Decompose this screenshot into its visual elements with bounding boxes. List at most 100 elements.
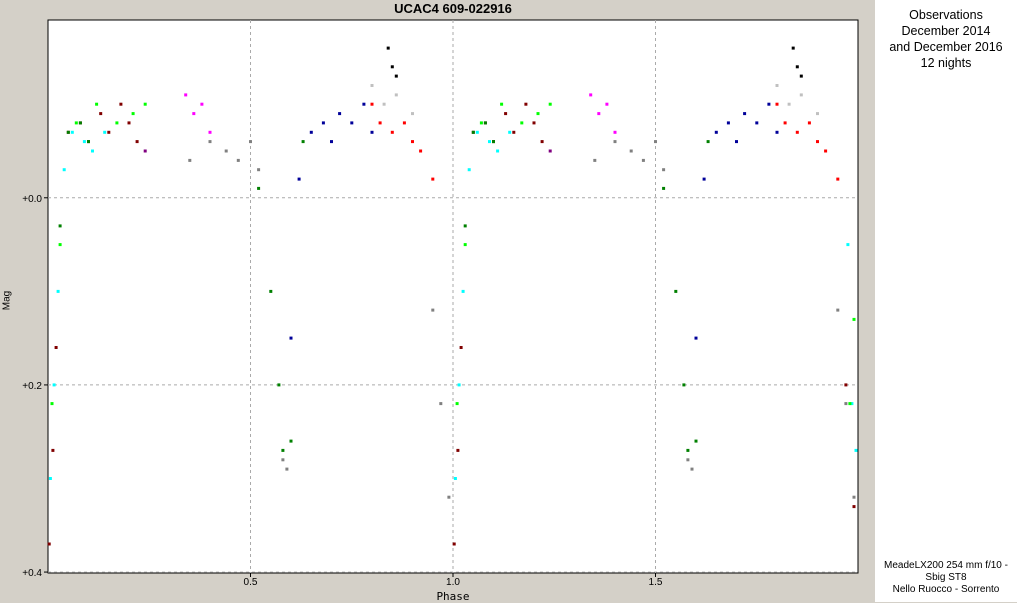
data-point [402,121,406,125]
info-line: 12 nights [920,56,972,70]
data-point [289,336,293,340]
y-axis-label: Mag [1,290,13,311]
data-point [500,102,504,106]
data-point [453,477,457,480]
data-point [289,439,293,443]
data-point [536,112,540,116]
data-point [852,317,856,321]
data-point [455,402,459,406]
credit-line: Sbig ST8 [925,572,967,583]
data-point [269,289,273,293]
data-point [836,308,840,312]
data-point [192,112,196,116]
data-point [540,140,544,144]
data-point [54,346,58,349]
data-point [483,121,487,125]
data-point [338,112,342,116]
data-point [456,448,460,452]
data-point [844,383,848,387]
data-point [795,130,799,134]
data-point [457,383,461,387]
data-point [816,112,819,116]
x-tick-label: 1.0 [446,577,460,588]
data-point [208,130,212,134]
data-point [791,46,795,50]
data-point [200,102,204,106]
data-point [844,402,848,406]
data-point [236,158,240,162]
data-point [850,402,854,406]
data-point [589,93,593,97]
data-point [532,121,536,125]
data-point [58,224,62,228]
data-point [439,402,443,406]
y-tick-label: +0.0 [22,194,42,205]
data-point [726,121,730,125]
data-point [694,336,698,340]
data-point [390,65,394,69]
data-point [143,102,147,106]
data-point [662,168,666,172]
data-point [394,93,398,97]
data-point [127,121,131,125]
x-axis-label: Phase [436,590,470,603]
info-line: December 2014 [901,24,991,38]
data-point [257,186,261,190]
observation-notes: Observations December 2014 and December … [875,7,1017,71]
data-point [411,112,414,116]
data-point [686,458,690,462]
data-point [107,130,111,134]
data-point [824,149,828,153]
data-point [99,112,103,116]
data-point [854,448,858,452]
data-point [799,93,803,97]
data-point [135,140,139,144]
data-point [799,74,803,78]
data-point [593,158,597,162]
data-point [512,130,516,134]
data-point [362,102,366,106]
data-point [58,243,62,247]
data-point [281,448,285,452]
data-point [504,112,508,116]
data-point [852,495,856,499]
data-point [690,467,694,471]
data-point [662,186,666,190]
data-point [103,130,107,134]
data-point [714,130,718,134]
data-point [382,102,386,106]
data-point [224,149,228,153]
data-point [390,130,394,134]
data-point [641,158,645,162]
data-point [452,542,456,546]
data-point [91,149,94,153]
data-point [463,243,467,247]
data-point [775,130,779,134]
data-point [508,130,512,134]
data-point [431,177,435,181]
data-point [249,140,252,144]
data-point [836,177,840,181]
data-point [47,542,51,546]
data-point [783,121,787,125]
data-point [394,74,398,78]
data-point [50,402,54,406]
data-point [743,112,747,116]
data-point [775,102,779,106]
data-point [686,448,690,452]
data-point [56,289,60,293]
data-point [807,121,811,125]
data-point [852,505,856,509]
y-tick-label: +0.4 [22,568,42,579]
data-point [78,121,82,125]
chart-title: UCAC4 609-022916 [394,1,512,16]
info-line: Observations [909,8,983,22]
data-point [682,383,686,387]
data-point [419,149,423,153]
data-point [479,121,483,125]
data-point [461,289,465,293]
data-point [735,140,738,144]
axis-ticks: 0.5 1.0 1.5 +0.0 +0.2 +0.4 [22,194,663,588]
data-points [47,46,858,546]
x-tick-label: 0.5 [244,577,258,588]
